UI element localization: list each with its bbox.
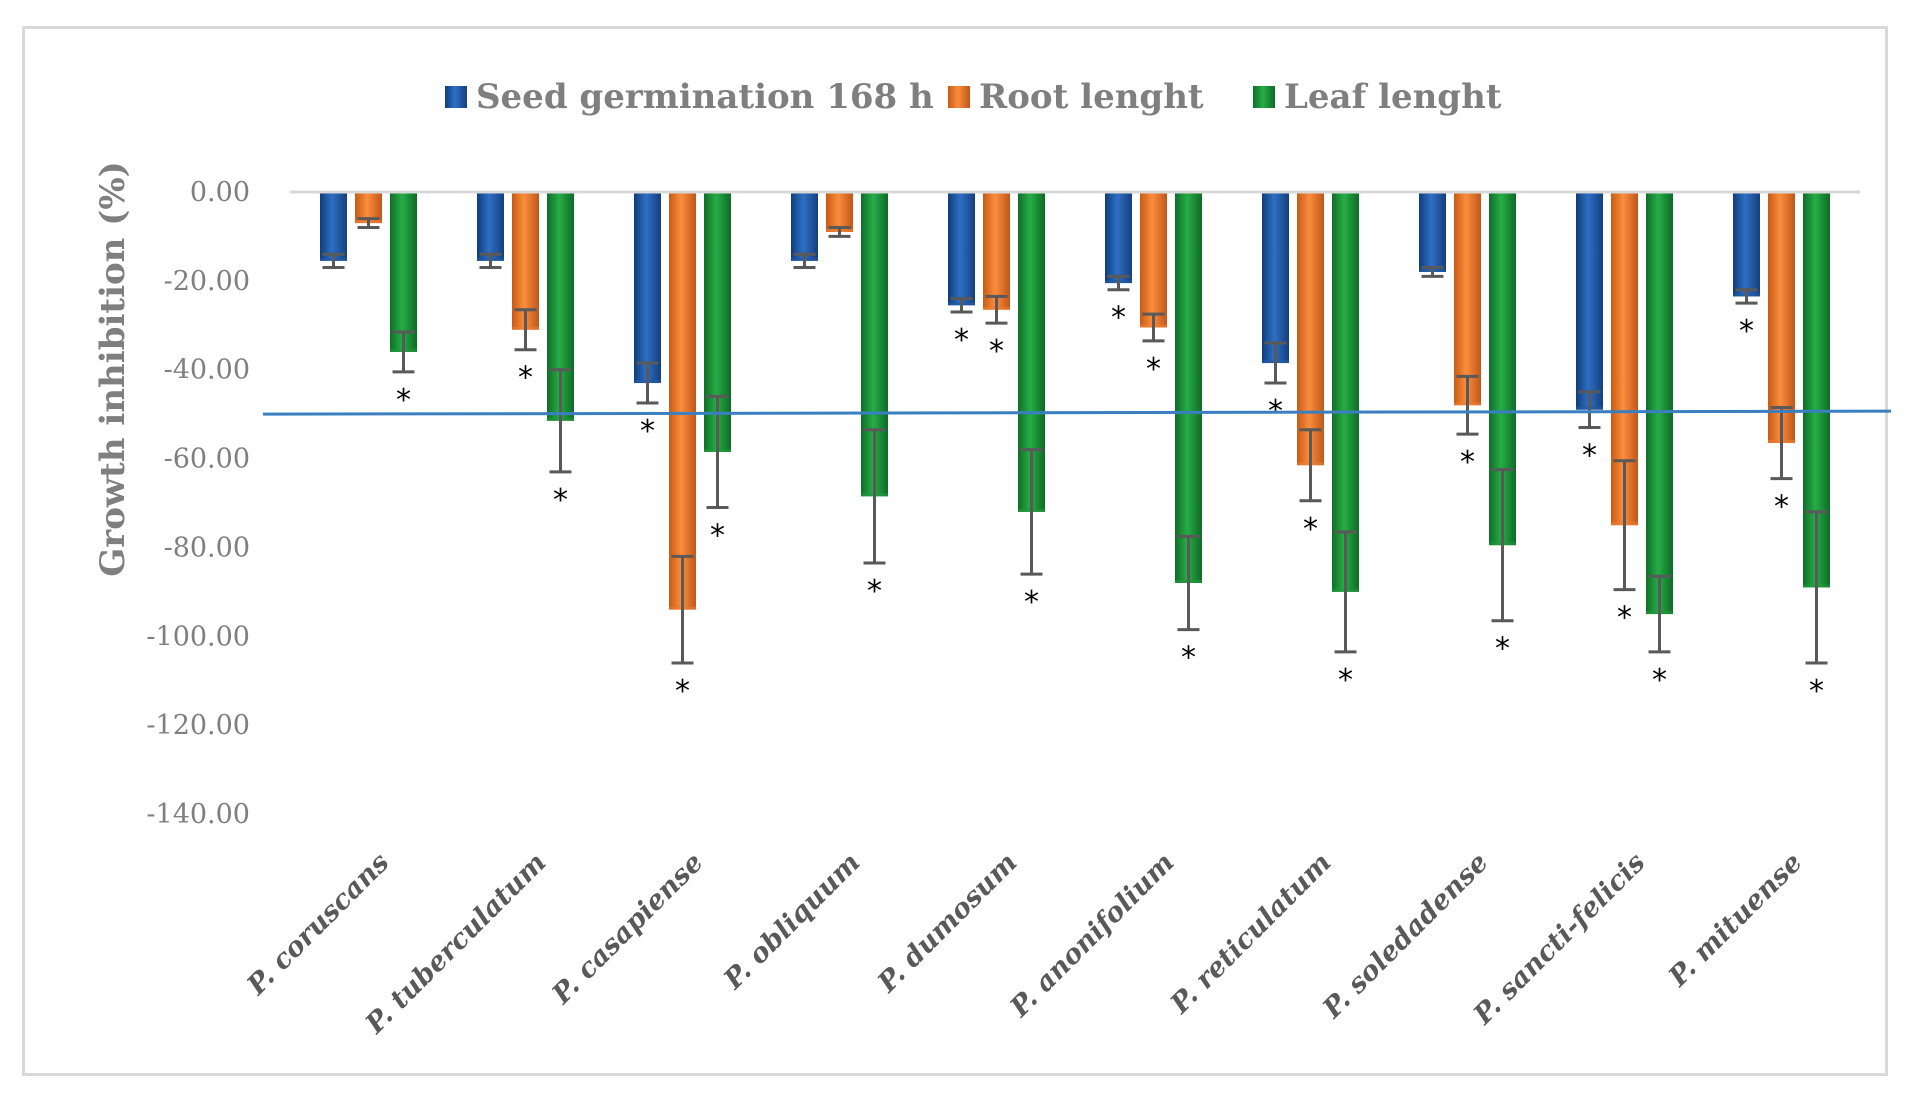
significance-marker: *	[1809, 674, 1824, 709]
significance-marker: *	[1338, 663, 1353, 698]
bar-seed-germination-168-h-p-anonifolium	[1105, 192, 1132, 284]
x-tick-label: P. coruscans	[241, 847, 396, 1002]
bar-seed-germination-168-h-p-reticulatum	[1262, 192, 1289, 364]
significance-marker: *	[1774, 490, 1789, 525]
y-tick-label: -40.00	[164, 355, 250, 386]
x-tick-label: P. anonifolium	[1004, 847, 1181, 1024]
legend-label-root-length: Root lenght	[979, 77, 1204, 117]
significance-marker: *	[1303, 512, 1318, 547]
significance-marker: *	[518, 361, 533, 396]
bar-seed-germination-168-h-p-obliquum	[791, 192, 818, 261]
legend-item-seed-germination: Seed germination 168 h	[445, 77, 934, 117]
significance-marker: *	[396, 383, 411, 418]
y-tick-label: -80.00	[164, 532, 250, 563]
bar-leaf-lenght-p-anonifolium	[1175, 192, 1202, 583]
y-tick-label: -100.00	[146, 621, 250, 652]
x-tick-label: P. mituense	[1662, 847, 1808, 993]
error-bars	[322, 217, 1828, 665]
bar-root-lenght-p-mituense	[1768, 192, 1795, 444]
y-axis-label: Growth inhibition (%)	[93, 161, 133, 576]
significance-marker: *	[710, 518, 725, 553]
significance-marker: *	[640, 414, 655, 449]
legend: Seed germination 168 h Root lenght Leaf …	[445, 77, 1502, 117]
significance-marker: *	[1652, 663, 1667, 698]
bar-seed-germination-168-h-p-tuberculatum	[477, 192, 504, 261]
bar-leaf-lenght-p-reticulatum	[1332, 192, 1359, 592]
significance-marker: *	[1739, 314, 1754, 349]
significance-marker: *	[1181, 641, 1196, 676]
significance-marker: *	[1582, 438, 1597, 473]
bar-root-lenght-p-anonifolium	[1140, 192, 1167, 328]
bar-root-lenght-p-soledadense	[1454, 192, 1481, 406]
x-tick-label: P. obliquum	[717, 847, 866, 996]
significance-marker: *	[1617, 601, 1632, 636]
y-tick-label: -60.00	[164, 444, 250, 475]
bar-seed-germination-168-h-p-sancti-felicis	[1576, 192, 1603, 410]
significance-marker: *	[675, 674, 690, 709]
bar-leaf-lenght-p-coruscans	[390, 192, 417, 352]
significance-markers: ************************	[396, 301, 1824, 709]
legend-swatch-leaf-length	[1253, 86, 1275, 108]
significance-marker: *	[1460, 445, 1475, 480]
significance-marker: *	[1146, 352, 1161, 387]
bar-root-lenght-p-reticulatum	[1297, 192, 1324, 466]
y-axis-ticks: 0.00 -20.00 -40.00 -60.00 -80.00 -100.00 -120.…	[146, 177, 250, 830]
legend-item-leaf-length: Leaf lenght	[1253, 77, 1502, 117]
significance-marker: *	[1024, 585, 1039, 620]
y-tick-label: -120.00	[146, 710, 250, 741]
legend-swatch-seed-germination	[445, 86, 467, 108]
significance-marker: *	[867, 574, 882, 609]
legend-swatch-root-length	[948, 86, 970, 108]
significance-marker: *	[553, 483, 568, 518]
bars	[320, 192, 1830, 615]
legend-label-seed-germination: Seed germination 168 h	[476, 77, 934, 117]
x-tick-label: P. dumosum	[871, 847, 1023, 999]
bar-seed-germination-168-h-p-soledadense	[1419, 192, 1446, 272]
x-tick-label: P. sancti-felicis	[1467, 847, 1651, 1031]
significance-marker: *	[989, 334, 1004, 369]
chart-frame: Seed germination 168 h Root lenght Leaf …	[22, 26, 1891, 1076]
x-tick-label: P. casapiense	[546, 847, 710, 1011]
bar-root-lenght-p-tuberculatum	[512, 192, 539, 330]
y-tick-label: 0.00	[190, 177, 250, 208]
bar-seed-germination-168-h-p-mituense	[1733, 192, 1760, 297]
bar-seed-germination-168-h-p-coruscans	[320, 192, 347, 261]
reference-line	[262, 409, 1891, 416]
bar-root-lenght-p-obliquum	[826, 192, 853, 232]
bar-root-lenght-p-dumosum	[983, 192, 1010, 310]
significance-marker: *	[954, 323, 969, 358]
bar-leaf-lenght-p-sancti-felicis	[1646, 192, 1673, 615]
x-tick-label: P. soledadense	[1316, 847, 1494, 1025]
bar-seed-germination-168-h-p-dumosum	[948, 192, 975, 306]
significance-marker: *	[1495, 632, 1510, 667]
legend-item-root-length: Root lenght	[948, 77, 1204, 117]
bar-seed-germination-168-h-p-casapiense	[634, 192, 661, 384]
y-tick-label: -20.00	[164, 266, 250, 297]
chart-svg: Seed germination 168 h Root lenght Leaf …	[93, 77, 1891, 1040]
x-tick-label: P. reticulatum	[1164, 847, 1337, 1020]
bar-root-lenght-p-casapiense	[669, 192, 696, 610]
significance-marker: *	[1111, 301, 1126, 336]
y-tick-label: -140.00	[146, 799, 250, 830]
legend-label-leaf-length: Leaf lenght	[1284, 77, 1502, 117]
